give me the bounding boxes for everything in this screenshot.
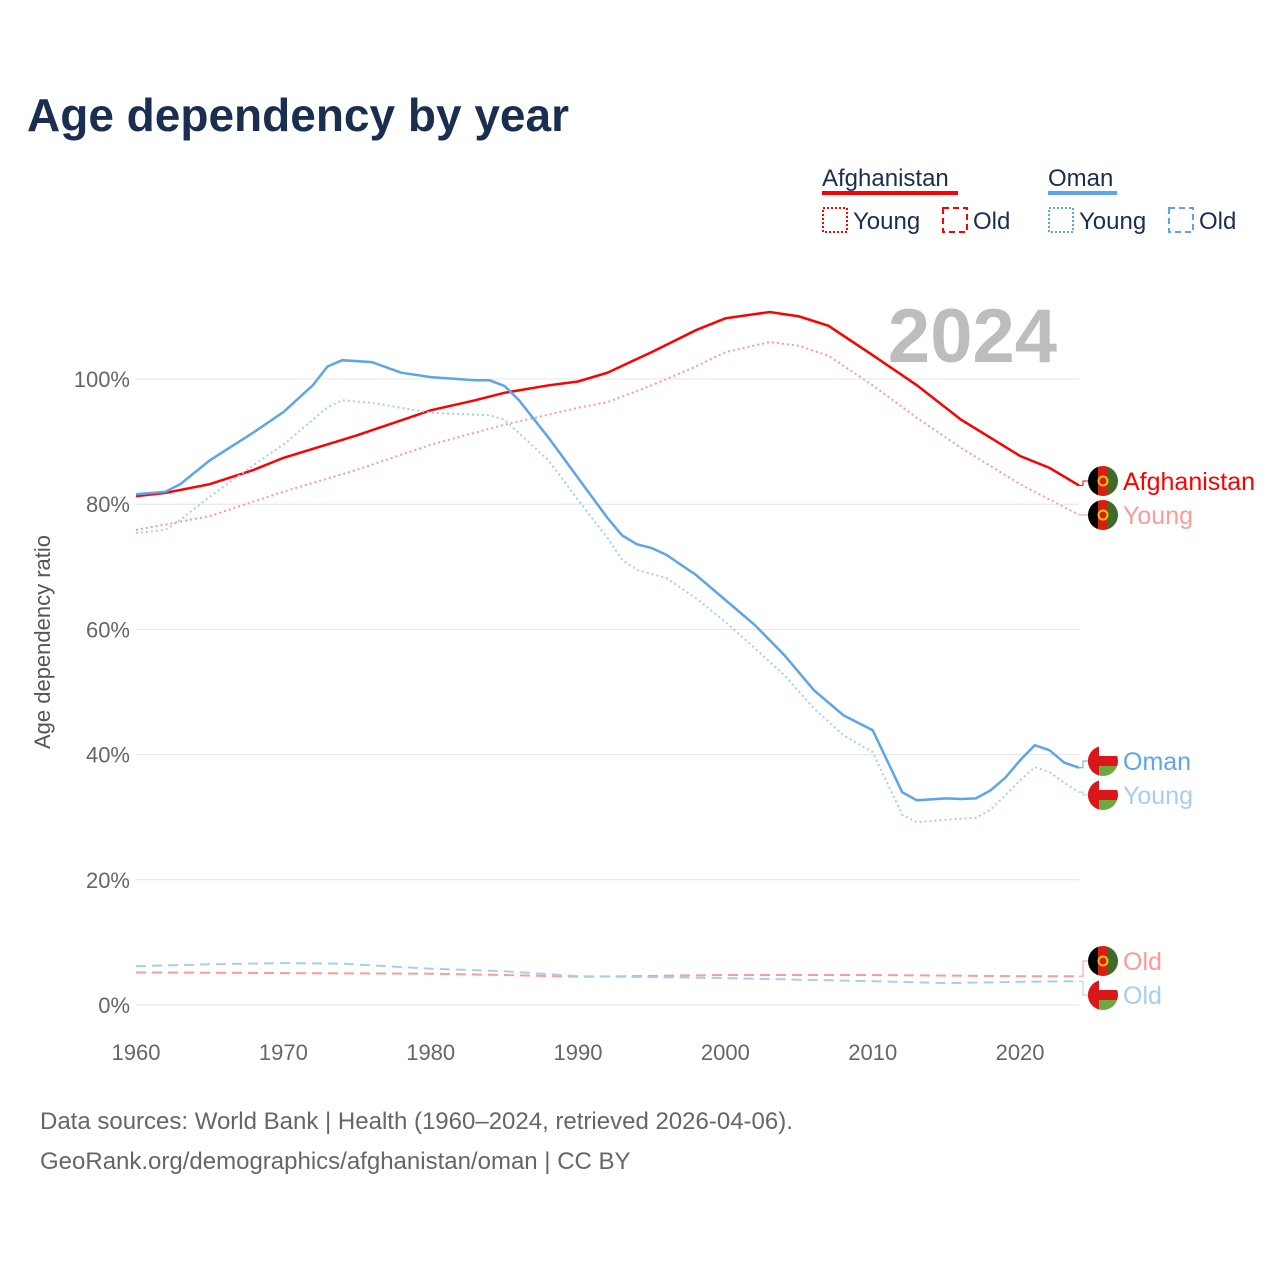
x-tick-label: 2000 <box>701 1040 750 1065</box>
flag-emblem <box>1097 955 1109 967</box>
flag-body <box>1088 780 1118 810</box>
series-line-afghanistan-young <box>135 341 1080 531</box>
oman-flag-icon <box>1088 746 1118 776</box>
legend-old-label: Old <box>1199 208 1236 235</box>
flag-stripe <box>1088 946 1098 976</box>
end-label-connector <box>1079 791 1090 796</box>
flag-stripe <box>1088 746 1099 776</box>
end-label: Afghanistan <box>1123 468 1255 496</box>
x-tick-label: 1970 <box>259 1040 308 1065</box>
flag-stripe <box>1088 990 1118 1000</box>
y-tick-label: 0% <box>98 993 130 1018</box>
flag-stripe <box>1098 946 1108 976</box>
flag-stripe <box>1088 466 1098 496</box>
legend-young-label: Young <box>853 208 920 235</box>
legend-old-swatch <box>942 207 968 233</box>
flag-stripe <box>1088 756 1118 766</box>
flag-stripe <box>1088 980 1099 1010</box>
year-watermark: 2024 <box>888 294 1057 379</box>
flag-body <box>1088 746 1118 776</box>
legend-country-afghanistan: Afghanistan <box>822 165 949 192</box>
x-tick-label: 1990 <box>554 1040 603 1065</box>
chart-title: Age dependency by year <box>27 89 569 141</box>
flag-stripe <box>1108 466 1118 496</box>
y-tick-label: 60% <box>86 617 130 642</box>
series-line-oman-young <box>135 399 1080 824</box>
legend-country-oman: Oman <box>1048 165 1113 192</box>
flag-body <box>1088 980 1118 1010</box>
flag-stripe <box>1088 790 1118 800</box>
end-label: Old <box>1123 982 1162 1010</box>
afghanistan-flag-icon <box>1088 500 1118 530</box>
end-label: Oman <box>1123 748 1191 776</box>
x-tick-label: 1980 <box>406 1040 455 1065</box>
flag-stripe <box>1088 1000 1118 1010</box>
end-label-connector <box>1079 760 1090 769</box>
y-tick-label: 100% <box>74 367 130 392</box>
series-line-oman <box>135 358 1080 802</box>
flag-stripe <box>1088 746 1118 756</box>
flag-stripe <box>1088 500 1098 530</box>
flag-stripe <box>1088 780 1099 810</box>
series-line-oman-old <box>135 962 1080 985</box>
oman-flag-icon <box>1088 780 1118 810</box>
flag-stripe <box>1098 500 1108 530</box>
series-line-afghanistan-old <box>135 971 1079 978</box>
afghanistan-flag-icon <box>1088 466 1118 496</box>
x-tick-label: 1960 <box>112 1040 161 1065</box>
end-label-connector <box>1079 480 1090 486</box>
end-label: Young <box>1123 502 1193 530</box>
flag-stripe <box>1088 980 1118 990</box>
legend-young-swatch <box>1048 207 1074 233</box>
flag-stripe <box>1088 780 1118 790</box>
flag-emblem <box>1097 509 1109 521</box>
legend-young-swatch <box>822 207 848 233</box>
flag-body <box>1088 946 1118 976</box>
flag-body <box>1088 466 1118 496</box>
flag-stripe <box>1098 466 1108 496</box>
end-label-connector <box>1079 980 1090 996</box>
end-label-connector <box>1079 960 1090 977</box>
source-note: Data sources: World Bank | Health (1960–… <box>40 1108 793 1135</box>
flag-body <box>1088 500 1118 530</box>
x-tick-label: 2020 <box>996 1040 1045 1065</box>
flag-stripe <box>1108 500 1118 530</box>
x-tick-label: 2010 <box>848 1040 897 1065</box>
series-line-afghanistan <box>135 310 1080 498</box>
legend-old-swatch <box>1168 207 1194 233</box>
y-axis-label: Age dependency ratio <box>30 535 55 749</box>
legend-swatch <box>1048 191 1117 195</box>
oman-flag-icon <box>1088 980 1118 1010</box>
legend-young-label: Young <box>1079 208 1146 235</box>
source-link[interactable]: GeoRank.org/demographics/afghanistan/oma… <box>40 1148 631 1175</box>
flag-stripe <box>1108 946 1118 976</box>
legend-swatch <box>822 191 958 195</box>
end-label: Young <box>1123 782 1193 810</box>
y-tick-label: 80% <box>86 492 130 517</box>
afghanistan-flag-icon <box>1088 946 1118 976</box>
legend-old-label: Old <box>973 208 1010 235</box>
y-tick-label: 20% <box>86 868 130 893</box>
y-tick-label: 40% <box>86 743 130 768</box>
flag-stripe <box>1088 800 1118 810</box>
flag-emblem <box>1097 475 1109 487</box>
end-label: Old <box>1123 948 1162 976</box>
flag-stripe <box>1088 766 1118 776</box>
